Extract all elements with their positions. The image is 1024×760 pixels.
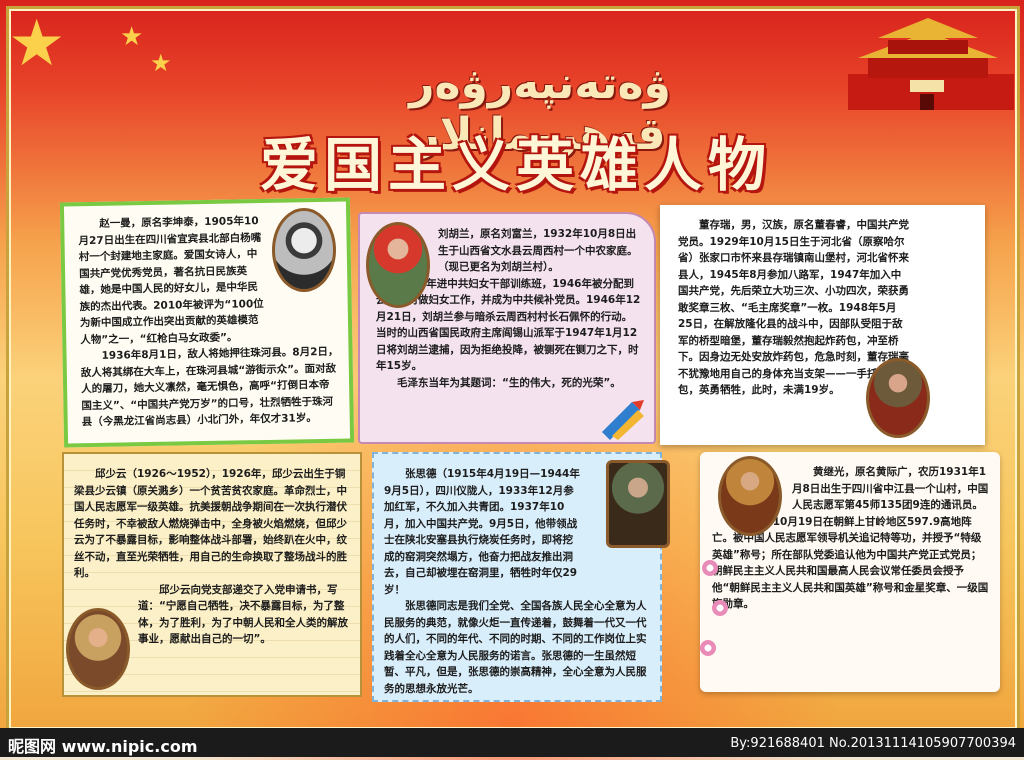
hero-paragraph: 黄继光，原名黄际广，农历1931年1月8日出生于四川省中江县一个山村，中国人民志… xyxy=(792,466,989,511)
hero-paragraph: 邱少云（1926～1952），1926年，邱少云出生于铜梁县少云镇（原关溅乡）一… xyxy=(74,468,347,579)
tiananmen-gate-icon xyxy=(848,18,1014,110)
watermark-id: By:921688401 No.20131114105907700394 xyxy=(730,736,1016,751)
watermark-site: 昵图网 www.nipic.com xyxy=(8,737,198,756)
hero-card-qiu-shaoyun: 邱少云（1926～1952），1926年，邱少云出生于铜梁县少云镇（原关溅乡）一… xyxy=(62,452,362,697)
crayon-icon xyxy=(602,400,644,440)
hero-paragraph: 毛泽东当年为其题词：“生的伟大，死的光荣”。 xyxy=(397,376,621,389)
hero-card-dong-cunrui: 董存瑞，男，汉族，原名董春睿，中国共产党党员。1929年10月15日生于河北省（… xyxy=(660,205,985,445)
portrait-photo xyxy=(866,358,930,438)
hero-paragraph: 1945年进中共妇女干部训练班，1946年被分配到云周西村做妇女工作，并成为中共… xyxy=(376,277,641,373)
hero-card-liu-hulan: 刘胡兰，原名刘富兰，1932年10月8日出生于山西省文水县云周西村一个中农家庭。… xyxy=(358,212,656,444)
hero-paragraph: 刘胡兰，原名刘富兰，1932年10月8日出生于山西省文水县云周西村一个中农家庭。… xyxy=(438,228,638,273)
star-icon: ★ xyxy=(150,49,172,77)
hero-paragraph: 1936年8月1日，敌人将她押往珠河县。8月2日，敌人将其绑在大车上，在珠河县城… xyxy=(80,345,339,429)
portrait-photo xyxy=(272,208,336,292)
portrait-photo xyxy=(66,608,130,690)
page-title: 爱国主义英雄人物 xyxy=(259,131,772,199)
flower-icon xyxy=(700,640,716,656)
hero-paragraph: 董存瑞，男，汉族，原名董春睿，中国共产党党员。1929年10月15日生于河北省（… xyxy=(678,219,909,396)
portrait-photo xyxy=(366,222,430,308)
hero-paragraph: 邱少云向党支部递交了入党申请书，写道：“宁愿自己牺牲，决不暴露目标，为了整体，为… xyxy=(138,583,348,646)
hero-paragraph: 张思德（1915年4月19日—1944年9月5日），四川仪陇人，1933年12月… xyxy=(384,468,580,596)
hero-paragraph: 张思德同志是我们全党、全国各族人民全心全意为人民服务的典范，就像火炬一直传递着，… xyxy=(384,600,647,695)
star-icon: ★ xyxy=(8,7,66,81)
hero-paragraph: 1952年10月19日在朝鲜上甘岭地区597.9高地阵亡。被中国人民志愿军领导机… xyxy=(712,515,989,611)
watermark-bar xyxy=(0,728,1024,757)
flower-icon xyxy=(702,560,718,576)
uyghur-title: ۋەتەنپەرۋەر قەھرىمانلار xyxy=(409,58,671,160)
portrait-photo xyxy=(718,456,782,536)
flower-icon xyxy=(712,600,728,616)
portrait-photo xyxy=(606,460,670,548)
star-icon: ★ xyxy=(120,22,144,52)
